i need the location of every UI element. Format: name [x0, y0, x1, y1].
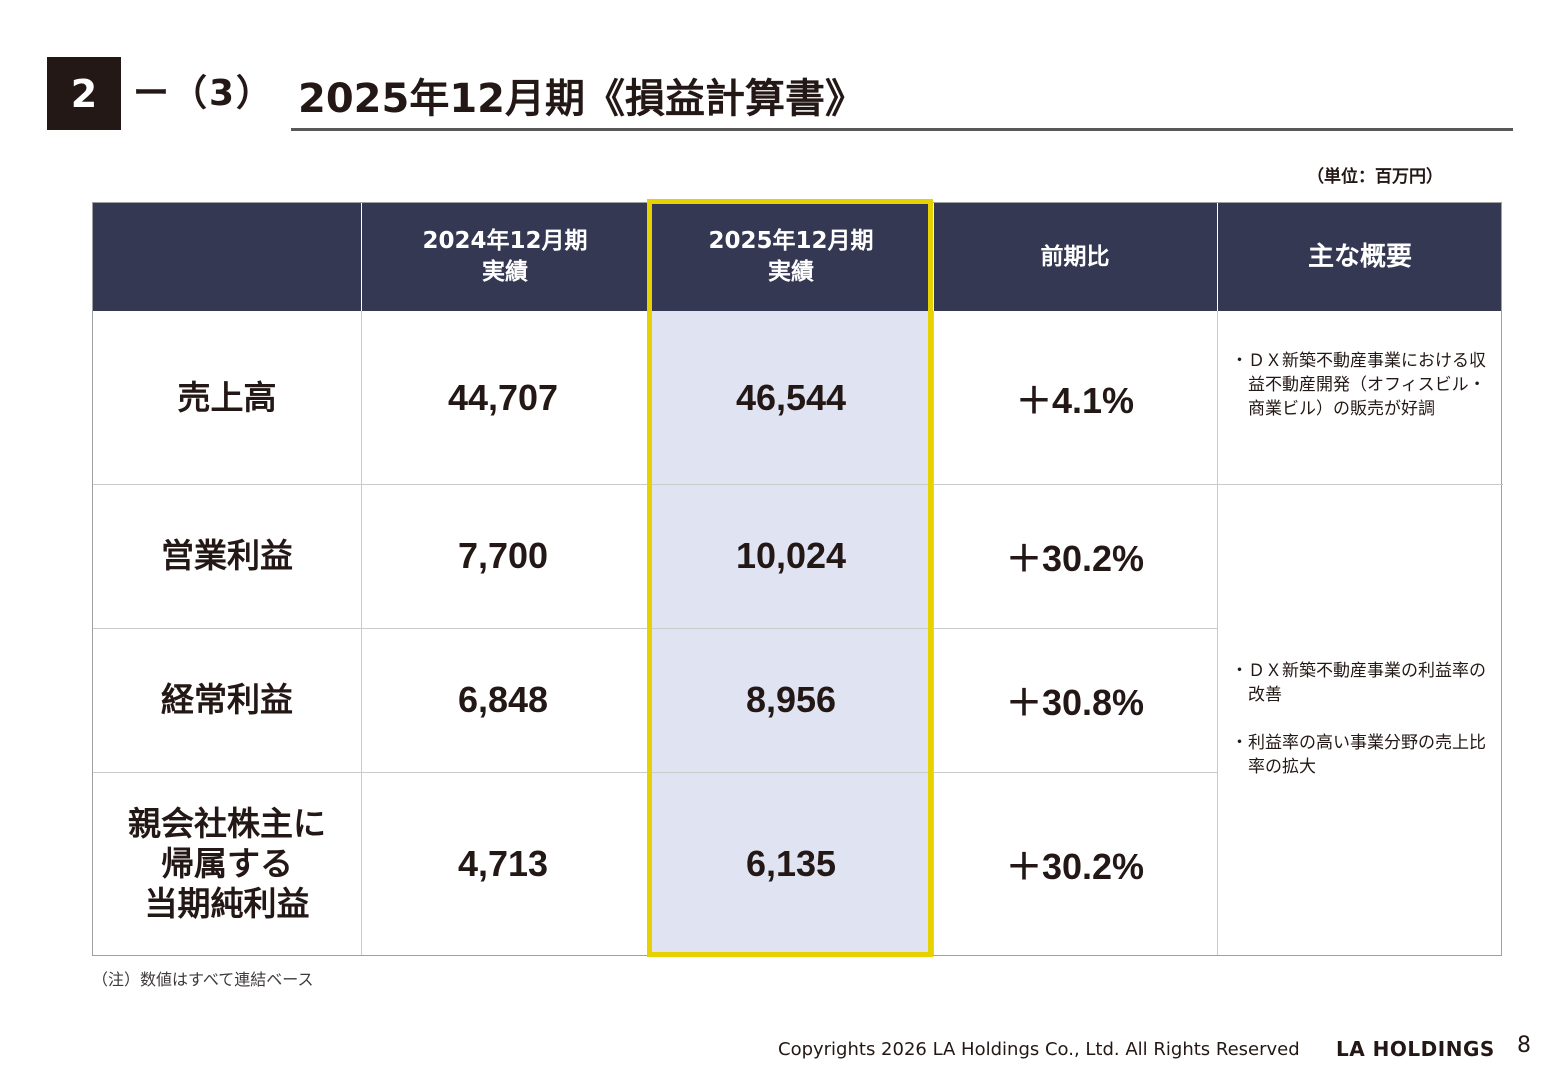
row-label-line: 親会社株主に — [128, 804, 326, 843]
summary-net-sales: ・ＤＸ新築不動産事業における収益不動産開発（オフィスビル・商業ビル）の販売が好調 — [1231, 349, 1493, 421]
footnote: （注）数値はすべて連結ベース — [92, 970, 314, 989]
section-number-badge: 2 — [47, 57, 121, 130]
header-fy2024-type: 実績 — [482, 259, 528, 285]
header-fy2024: 2024年12月期 実績 — [361, 203, 649, 311]
header-divider — [361, 203, 362, 311]
net-sales-yoy: ＋4.1% — [1015, 379, 1135, 421]
row-divider — [93, 772, 1217, 773]
operating-profit-fy2025: 10,024 — [735, 535, 847, 576]
fy2025-highlight-column — [649, 311, 933, 956]
summary-item: ・ＤＸ新築不動産事業における収益不動産開発（オフィスビル・商業ビル）の販売が好調 — [1231, 351, 1486, 419]
ordinary-profit-fy2025: 8,956 — [745, 679, 837, 720]
title-underline — [291, 128, 1513, 131]
net-sales-fy2024: 44,707 — [447, 376, 559, 418]
header-divider — [1217, 203, 1218, 311]
net-income-fy2024: 4,713 — [457, 843, 549, 884]
section-subnumber: ー（3） — [133, 73, 275, 114]
net-income-fy2025: 6,135 — [745, 843, 837, 884]
income-statement-table: 2024年12月期 実績 2025年12月期 実績 前期比 主な概要 売上高 4… — [92, 199, 1503, 957]
column-divider — [1217, 203, 1218, 955]
page-number: 8 — [1517, 1033, 1531, 1058]
fy2025-highlight-frame — [647, 199, 933, 957]
page-title: 2025年12月期《損益計算書》 — [298, 76, 865, 122]
header-fy2025: 2025年12月期 実績 — [649, 203, 933, 311]
summary-profit: ・ＤＸ新築不動産事業の利益率の改善 ・利益率の高い事業分野の売上比率の拡大 — [1231, 659, 1493, 779]
summary-item: ・利益率の高い事業分野の売上比率の拡大 — [1231, 733, 1486, 777]
operating-profit-yoy: ＋30.2% — [1005, 538, 1145, 579]
header-fy2024-period: 2024年12月期 — [422, 228, 588, 254]
operating-profit-fy2024: 7,700 — [457, 535, 549, 576]
summary-item: ・ＤＸ新築不動産事業の利益率の改善 — [1231, 661, 1486, 705]
header-yoy: 前期比 — [1040, 243, 1110, 270]
row-divider — [93, 628, 1217, 629]
table-header-row — [93, 203, 1501, 311]
row-label-net-sales: 売上高 — [177, 377, 277, 417]
column-divider — [361, 203, 362, 955]
row-divider — [93, 484, 1503, 485]
net-income-yoy: ＋30.2% — [1005, 846, 1145, 887]
net-sales-fy2025: 46,544 — [735, 376, 847, 418]
row-label-net-income: 親会社株主に 帰属する 当期純利益 — [93, 772, 361, 956]
copyright-text: Copyrights 2026 LA Holdings Co., Ltd. Al… — [778, 1039, 1300, 1060]
unit-note: （単位：百万円） — [1307, 167, 1443, 187]
row-label-operating-profit: 営業利益 — [161, 536, 293, 575]
row-label-line: 当期純利益 — [144, 884, 310, 923]
row-label-ordinary-profit: 経常利益 — [161, 680, 293, 719]
header-fy2025-type: 実績 — [768, 259, 814, 285]
ordinary-profit-yoy: ＋30.8% — [1005, 682, 1145, 723]
header-fy2025-period: 2025年12月期 — [708, 228, 874, 254]
column-divider — [933, 203, 934, 955]
header-summary: 主な概要 — [1307, 241, 1412, 272]
header-divider — [933, 203, 934, 311]
brand-logo: LA HOLDINGS — [1336, 1037, 1495, 1061]
row-label-line: 帰属する — [161, 844, 293, 883]
ordinary-profit-fy2024: 6,848 — [457, 679, 549, 720]
